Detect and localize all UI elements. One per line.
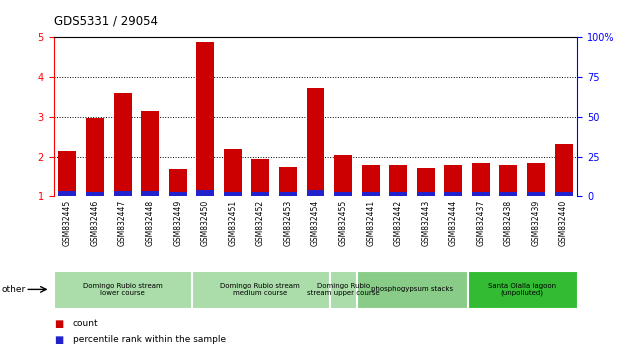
Bar xyxy=(307,190,324,196)
Text: GSM832449: GSM832449 xyxy=(173,200,182,246)
Bar xyxy=(114,191,131,196)
Bar xyxy=(192,271,329,308)
Text: GSM832445: GSM832445 xyxy=(63,200,72,246)
Text: phosphogypsum stacks: phosphogypsum stacks xyxy=(371,286,453,292)
Text: ■: ■ xyxy=(54,319,63,329)
Bar xyxy=(357,271,466,308)
Text: GSM832439: GSM832439 xyxy=(531,200,541,246)
Bar xyxy=(472,164,490,196)
Text: percentile rank within the sample: percentile rank within the sample xyxy=(73,335,226,344)
Bar xyxy=(417,193,435,196)
Text: GSM832450: GSM832450 xyxy=(201,200,209,246)
Bar xyxy=(86,118,104,196)
Text: GSM832447: GSM832447 xyxy=(118,200,127,246)
Bar xyxy=(444,165,463,196)
Bar xyxy=(334,155,352,196)
Text: GSM832454: GSM832454 xyxy=(311,200,320,246)
Text: GSM832444: GSM832444 xyxy=(449,200,458,246)
Bar xyxy=(279,193,297,196)
Bar xyxy=(362,193,380,196)
Bar xyxy=(417,168,435,196)
Text: GSM832452: GSM832452 xyxy=(256,200,265,246)
Bar xyxy=(500,165,517,196)
Text: other: other xyxy=(1,285,25,294)
Text: ■: ■ xyxy=(54,335,63,345)
Bar xyxy=(527,164,545,196)
Text: count: count xyxy=(73,319,98,329)
Text: GSM832438: GSM832438 xyxy=(504,200,513,246)
Bar xyxy=(389,165,407,196)
Text: GSM832443: GSM832443 xyxy=(422,200,430,246)
Bar xyxy=(59,191,76,196)
Bar xyxy=(224,149,242,196)
Bar xyxy=(141,191,159,196)
Text: Domingo Rubio stream
medium course: Domingo Rubio stream medium course xyxy=(220,283,300,296)
Bar xyxy=(555,192,572,196)
Bar xyxy=(224,192,242,196)
Text: Santa Olalla lagoon
(unpolluted): Santa Olalla lagoon (unpolluted) xyxy=(488,282,557,296)
Text: GSM832453: GSM832453 xyxy=(283,200,292,246)
Bar xyxy=(54,271,191,308)
Text: GSM832455: GSM832455 xyxy=(339,200,348,246)
Text: GSM832451: GSM832451 xyxy=(228,200,237,246)
Bar xyxy=(555,143,572,196)
Bar xyxy=(59,151,76,196)
Text: Domingo Rubio
stream upper course: Domingo Rubio stream upper course xyxy=(307,283,379,296)
Bar xyxy=(307,88,324,196)
Text: GSM832446: GSM832446 xyxy=(90,200,100,246)
Bar xyxy=(362,165,380,196)
Bar xyxy=(444,193,463,196)
Bar xyxy=(527,192,545,196)
Bar xyxy=(251,193,269,196)
Bar xyxy=(472,193,490,196)
Bar xyxy=(334,193,352,196)
Bar xyxy=(330,271,357,308)
Text: GSM832448: GSM832448 xyxy=(146,200,155,246)
Bar xyxy=(500,193,517,196)
Bar xyxy=(468,271,577,308)
Bar xyxy=(279,167,297,196)
Bar xyxy=(251,159,269,196)
Bar xyxy=(389,193,407,196)
Bar xyxy=(86,193,104,196)
Bar xyxy=(141,111,159,196)
Text: GSM832440: GSM832440 xyxy=(559,200,568,246)
Text: GSM832437: GSM832437 xyxy=(476,200,485,246)
Bar xyxy=(114,93,131,196)
Bar xyxy=(196,190,214,196)
Text: Domingo Rubio stream
lower course: Domingo Rubio stream lower course xyxy=(83,283,162,296)
Bar xyxy=(168,193,187,196)
Bar xyxy=(168,170,187,196)
Text: GDS5331 / 29054: GDS5331 / 29054 xyxy=(54,14,158,27)
Text: GSM832441: GSM832441 xyxy=(366,200,375,246)
Bar xyxy=(196,42,214,196)
Text: GSM832442: GSM832442 xyxy=(394,200,403,246)
